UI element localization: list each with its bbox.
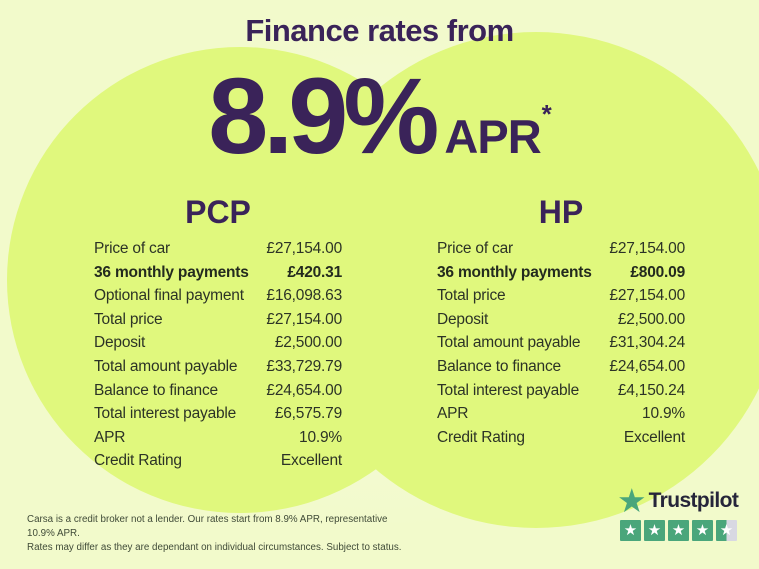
row-value: £4,150.24 — [617, 381, 685, 399]
row-label: APR — [437, 405, 469, 423]
row-value: 10.9% — [299, 428, 342, 446]
row-label: Deposit — [437, 310, 489, 328]
row-value: £24,654.00 — [266, 381, 342, 399]
row-value: £2,500.00 — [274, 334, 342, 352]
row-label: APR — [94, 428, 126, 446]
finance-table-row: Total amount payable £31,304.24 — [437, 331, 685, 355]
row-label: Total interest payable — [94, 405, 237, 423]
row-label: Total interest payable — [437, 381, 580, 399]
row-label: Total amount payable — [94, 357, 238, 375]
row-label: Balance to finance — [437, 357, 561, 375]
pcp-table: PCP Price of car £27,154.00 36 monthly pay… — [94, 193, 342, 473]
trustpilot-rating-stars: ★ ★ ★ ★ ★ — [620, 520, 741, 541]
row-label: Credit Rating — [437, 428, 525, 446]
trustpilot-logo: ★ Trustpilot — [617, 481, 741, 520]
background-blob-right — [288, 32, 759, 528]
trustpilot-wordmark: Trustpilot — [648, 489, 739, 512]
row-label: 36 monthly payments — [94, 263, 249, 281]
trustpilot-star-icon: ★ — [617, 481, 647, 520]
finance-table-row: Deposit £2,500.00 — [94, 331, 342, 355]
finance-table-row: Balance to finance £24,654.00 — [437, 355, 685, 379]
asterisk: * — [541, 99, 552, 129]
row-value: Excellent — [280, 452, 342, 470]
finance-table-row: Deposit £2,500.00 — [437, 308, 685, 332]
disclaimer-text: Carsa is a credit broker not a lender. O… — [27, 513, 417, 554]
hp-table-title: HP — [538, 194, 584, 230]
row-label: 36 monthly payments — [437, 263, 592, 281]
star-icon: ★ — [647, 521, 662, 539]
hp-table: HP Price of car £27,154.00 36 monthly paym… — [437, 193, 685, 449]
rating-star-box: ★ — [644, 520, 665, 541]
star-icon: ★ — [695, 521, 710, 539]
finance-table-row: Optional final payment £16,098.63 — [94, 284, 342, 308]
rating-star-box: ★ — [620, 520, 641, 541]
star-icon: ★ — [671, 521, 686, 539]
rate-unit-label: APR* — [444, 99, 552, 164]
row-label: Price of car — [437, 240, 513, 257]
row-label: Total amount payable — [437, 334, 581, 352]
rating-star-box: ★ — [668, 520, 689, 541]
finance-table-row: Credit Rating Excellent — [94, 449, 342, 473]
finance-table-row: Balance to finance £24,654.00 — [94, 379, 342, 403]
finance-table-row: Total price £27,154.00 — [94, 308, 342, 332]
finance-table-row: Total price £27,154.00 — [437, 284, 685, 308]
row-value: £2,500.00 — [617, 310, 685, 328]
row-value: £27,154.00 — [266, 240, 342, 257]
rating-star-box: ★ — [692, 520, 713, 541]
row-label: Credit Rating — [94, 452, 182, 470]
rating-star-box: ★ — [716, 520, 737, 541]
finance-table-row: Total interest payable £6,575.79 — [94, 402, 342, 426]
row-value: £800.09 — [630, 263, 685, 281]
row-label: Optional final payment — [94, 287, 244, 305]
finance-table-row: APR 10.9% — [94, 426, 342, 450]
headline-rate: 8.9% APR* — [0, 62, 759, 170]
row-value: £31,304.24 — [609, 334, 685, 352]
finance-table-row: 36 monthly payments £420.31 — [94, 261, 342, 285]
pcp-table-rows: Price of car £27,154.00 36 monthly payment… — [94, 237, 342, 473]
star-icon: ★ — [623, 521, 638, 539]
finance-table-row: 36 monthly payments £800.09 — [437, 261, 685, 285]
row-value: £420.31 — [287, 263, 342, 281]
row-label: Total price — [437, 287, 506, 305]
row-value: £27,154.00 — [609, 287, 685, 305]
row-label: Balance to finance — [94, 381, 218, 399]
row-value: £27,154.00 — [266, 310, 342, 328]
row-value: £24,654.00 — [609, 357, 685, 375]
row-value: Excellent — [623, 428, 685, 446]
row-value: 10.9% — [642, 405, 685, 423]
row-value: £16,098.63 — [266, 287, 342, 305]
pcp-table-title: PCP — [185, 194, 251, 230]
star-icon: ★ — [719, 521, 734, 539]
finance-table-row: Price of car £27,154.00 — [437, 237, 685, 261]
hp-table-rows: Price of car £27,154.00 36 monthly payment… — [437, 237, 685, 449]
disclaimer-line-2: Rates may differ as they are dependant o… — [27, 541, 402, 553]
finance-table-row: Total amount payable £33,729.79 — [94, 355, 342, 379]
trustpilot-badge: ★ Trustpilot ★ ★ ★ ★ ★ — [617, 481, 741, 541]
row-value: £6,575.79 — [274, 405, 342, 423]
row-value: £27,154.00 — [609, 240, 685, 257]
headline-title: Finance rates from — [245, 13, 514, 48]
row-value: £33,729.79 — [266, 357, 342, 375]
finance-table-row: APR 10.9% — [437, 402, 685, 426]
disclaimer-line-1: Carsa is a credit broker not a lender. O… — [27, 514, 388, 539]
finance-table-row: Credit Rating Excellent — [437, 426, 685, 450]
apr-text: APR — [444, 110, 541, 163]
finance-table-row: Total interest payable £4,150.24 — [437, 379, 685, 403]
row-label: Total price — [94, 310, 163, 328]
finance-table-row: Price of car £27,154.00 — [94, 237, 342, 261]
rate-value: 8.9% — [208, 55, 439, 176]
row-label: Price of car — [94, 240, 170, 257]
row-label: Deposit — [94, 334, 146, 352]
